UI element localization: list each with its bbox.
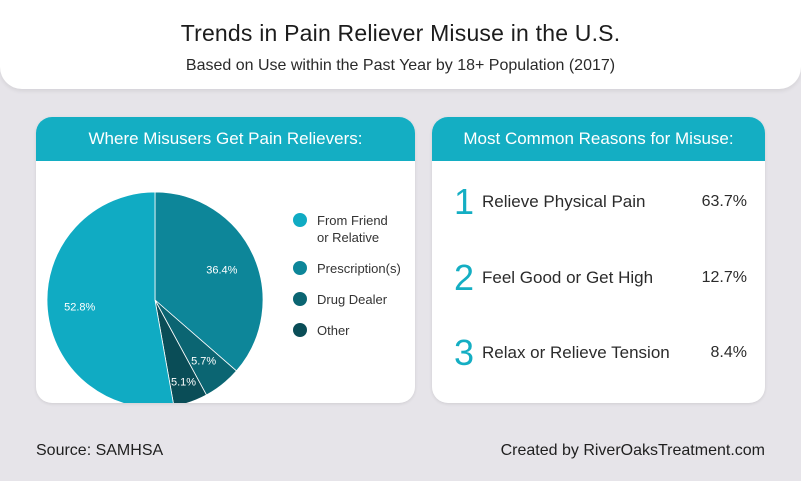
legend-item-drug-dealer: Drug Dealer [293,291,415,308]
legend-swatch-prescription [293,261,307,275]
legend-label-from-friend: From Friend [317,213,388,228]
reason-row-3: 3 Relax or Relieve Tension 8.4% [432,331,765,375]
reason-number-2: 2 [454,257,475,298]
pie-slice-prescription [154,191,264,372]
reason-percent-3: 8.4% [710,344,747,361]
legend-label-prescription: Prescription(s) [317,261,401,276]
reason-text-1: Relieve Physical Pain [482,192,646,211]
legend-swatch-other [293,323,307,337]
reason-percent-1: 63.7% [701,193,747,210]
pie-slice-from-friend [46,191,174,403]
legend-label-other: Other [317,323,350,338]
reasons-card: Most Common Reasons for Misuse: 1 Reliev… [432,117,765,403]
pie-label-prescription: 36.4% [206,265,237,277]
reason-row-1: 1 Relieve Physical Pain 63.7% [432,180,765,224]
sources-card-title: Where Misusers Get Pain Relievers: [36,117,415,161]
reason-number-1: 1 [454,181,475,222]
pie-label-from-friend: 52.8% [64,302,95,314]
sources-pie-chart: 36.4% 5.7% 5.1% 52.8% [46,191,264,403]
reason-number-3: 3 [454,332,475,373]
legend-label-drug-dealer: Drug Dealer [317,292,388,307]
legend-item-prescription: Prescription(s) [293,260,415,277]
reason-text-3: Relax or Relieve Tension [482,343,670,362]
sources-card: Where Misusers Get Pain Relievers: 36.4%… [36,117,415,403]
header-banner: Trends in Pain Reliever Misuse in the U.… [0,0,801,89]
legend-item-from-friend: From Friend or Relative [293,212,415,246]
legend-label-from-friend-line2: or Relative [317,230,380,245]
page-title: Trends in Pain Reliever Misuse in the U.… [180,20,621,46]
pie-slice-other [154,299,207,403]
legend-swatch-drug-dealer [293,292,307,306]
page-subtitle: Based on Use within the Past Year by 18+… [185,57,616,74]
reason-row-2: 2 Feel Good or Get High 12.7% [432,256,765,300]
reason-text-2: Feel Good or Get High [482,268,654,287]
reason-percent-2: 12.7% [701,269,747,286]
pie-label-other: 5.1% [171,377,196,389]
pie-legend: From Friend or Relative Prescription(s) … [293,212,415,339]
reasons-card-title: Most Common Reasons for Misuse: [432,117,765,161]
credit-note: Created by RiverOaksTreatment.com [500,442,765,459]
legend-item-other: Other [293,322,415,339]
legend-swatch-from-friend [293,213,307,227]
pie-label-drug-dealer: 5.7% [191,356,216,368]
source-note: Source: SAMHSA [36,442,164,459]
